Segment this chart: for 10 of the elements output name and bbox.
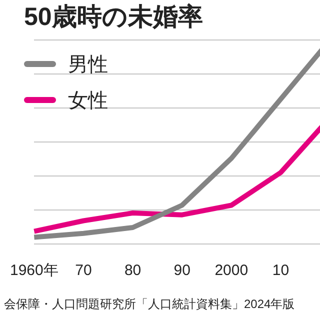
x-tick-label: 2000: [214, 262, 248, 280]
text: 会保障・人口問題研究所「人口統計資料集」2024年版: [4, 296, 295, 313]
legend-label: 女性: [68, 88, 108, 114]
chart-title: 50歳時の未婚率: [24, 2, 203, 33]
x-tick-label: 90: [174, 262, 190, 280]
x-tick-label: 1960年: [10, 262, 58, 280]
legend-label: 男性: [68, 52, 108, 78]
x-tick-label: 10: [272, 262, 290, 280]
x-tick-label: 80: [124, 262, 142, 280]
x-tick-label: 70: [75, 262, 92, 280]
